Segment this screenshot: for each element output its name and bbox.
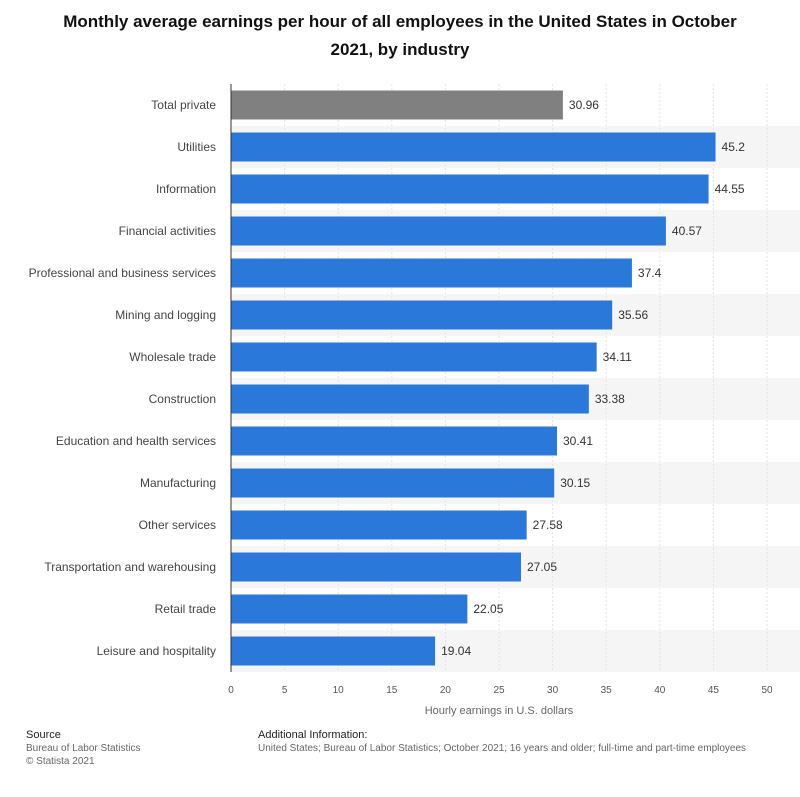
category-label: Education and health services — [56, 434, 216, 448]
value-label: 22.05 — [473, 602, 503, 616]
source-heading: Source — [26, 729, 61, 741]
value-label: 45.2 — [722, 140, 746, 154]
bar — [231, 300, 613, 330]
category-label: Professional and business services — [29, 266, 216, 280]
additional-info-heading: Additional Information: — [258, 729, 368, 741]
category-label: Manufacturing — [140, 476, 216, 490]
value-label: 35.56 — [618, 308, 648, 322]
x-tick-label: 5 — [282, 685, 288, 696]
x-tick-label: 15 — [386, 685, 398, 696]
bar — [231, 342, 597, 372]
value-label: 30.96 — [569, 98, 599, 112]
chart-title: Monthly average earnings per hour of all… — [63, 12, 737, 59]
bar — [231, 174, 709, 204]
x-axis-title: Hourly earnings in U.S. dollars — [425, 705, 574, 717]
x-tick-label: 20 — [440, 685, 452, 696]
bar — [231, 552, 521, 582]
additional-info-block: Additional Information: United States; B… — [258, 729, 788, 755]
x-tick-label: 40 — [654, 685, 666, 696]
x-axis-ticks: 0 5 10 15 20 25 30 35 40 45 50 — [228, 685, 773, 696]
category-label: Leisure and hospitality — [97, 644, 216, 658]
additional-info-text: United States; Bureau of Labor Statistic… — [258, 743, 747, 754]
value-label: 33.38 — [595, 392, 625, 406]
value-label: 40.57 — [672, 224, 702, 238]
value-label: 37.4 — [638, 266, 662, 280]
bar — [231, 90, 563, 120]
category-label: Information — [156, 182, 216, 196]
bar — [231, 468, 555, 498]
category-label: Transportation and warehousing — [44, 560, 216, 574]
value-label: 30.15 — [560, 476, 590, 490]
bar — [231, 132, 716, 162]
bars: Total private 30.96 Utilities 45.2 Informati… — [29, 90, 746, 666]
bar — [231, 594, 468, 624]
source-line: Bureau of Labor Statistics — [26, 743, 141, 754]
value-label: 19.04 — [441, 644, 471, 658]
category-label: Financial activities — [119, 224, 216, 238]
x-tick-label: 50 — [761, 685, 773, 696]
value-label: 30.41 — [563, 434, 593, 448]
bar — [231, 384, 589, 414]
category-label: Construction — [149, 392, 216, 406]
bar — [231, 636, 436, 666]
value-label: 27.58 — [533, 518, 563, 532]
value-label: 34.11 — [603, 350, 632, 364]
category-label: Total private — [151, 98, 216, 112]
category-label: Wholesale trade — [129, 350, 216, 364]
category-label: Retail trade — [155, 602, 217, 616]
x-tick-label: 0 — [228, 685, 234, 696]
value-label: 44.55 — [715, 182, 745, 196]
bar — [231, 510, 527, 540]
value-label: 27.05 — [527, 560, 557, 574]
bar — [231, 426, 557, 456]
category-label: Utilities — [177, 140, 216, 154]
category-label: Mining and logging — [115, 308, 216, 322]
copyright-line: © Statista 2021 — [26, 756, 95, 767]
x-tick-label: 30 — [547, 685, 559, 696]
source-block: Source Bureau of Labor Statistics © Stat… — [26, 729, 141, 768]
x-tick-label: 45 — [708, 685, 720, 696]
x-tick-label: 10 — [333, 685, 345, 696]
category-label: Other services — [139, 518, 216, 532]
bar-chart: Total private 30.96 Utilities 45.2 Informati… — [28, 84, 773, 717]
x-tick-label: 35 — [601, 685, 613, 696]
bar — [231, 258, 632, 288]
bar — [231, 216, 666, 246]
x-tick-label: 25 — [493, 685, 505, 696]
